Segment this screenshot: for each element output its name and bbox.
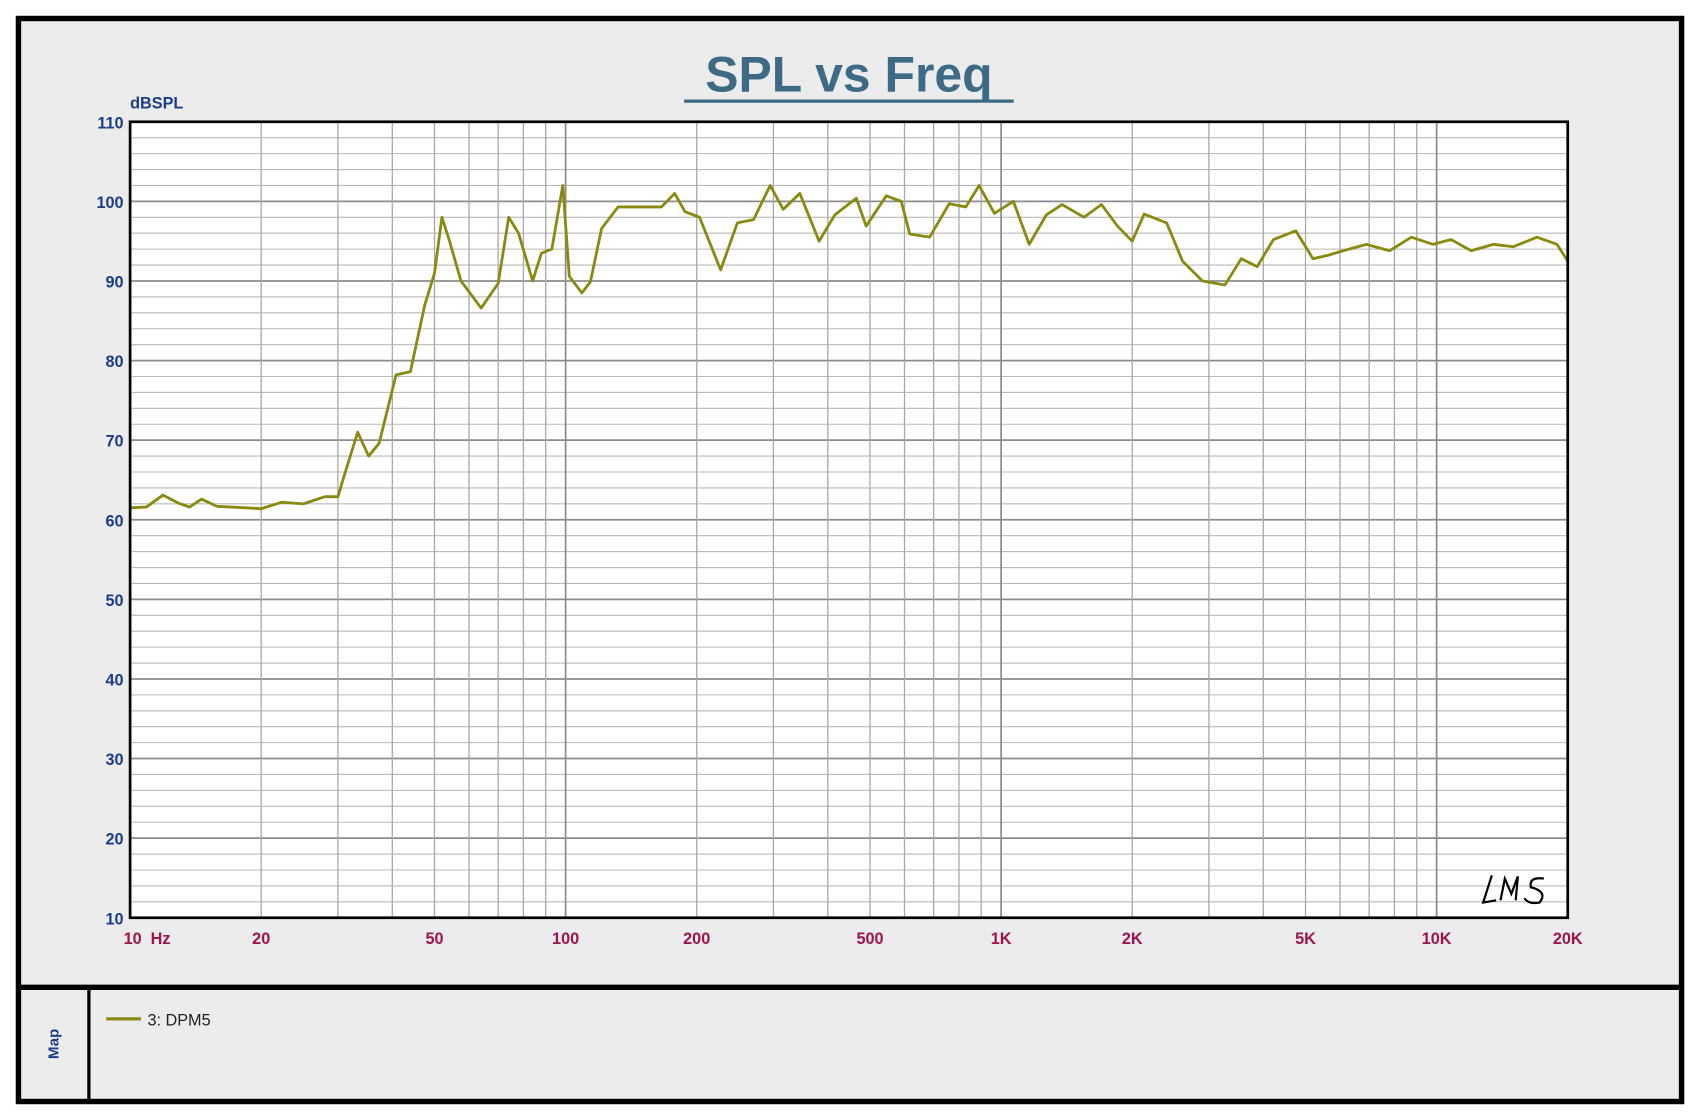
legend-entry[interactable]: 3: DPM5 — [147, 1011, 210, 1029]
chart-title: SPL vs Freq — [705, 46, 992, 102]
x-tick-label: 20K — [1553, 930, 1583, 948]
x-tick-label: 100 — [552, 930, 579, 948]
map-tab[interactable]: Map — [46, 1029, 63, 1059]
y-axis-label: dBSPL — [130, 95, 183, 113]
y-tick-label: 100 — [96, 194, 123, 212]
x-tick-label: 10K — [1422, 930, 1452, 948]
y-tick-label: 110 — [97, 114, 123, 132]
x-tick-label: 200 — [683, 930, 710, 948]
series-line-0 — [130, 184, 1569, 511]
y-tick-label: 20 — [106, 831, 124, 849]
x-tick-label: 50 — [425, 930, 443, 948]
y-tick-label: 30 — [106, 751, 124, 769]
plot-border — [128, 120, 1570, 920]
lms-logo — [1481, 874, 1545, 905]
x-tick-label: 500 — [856, 930, 883, 948]
y-tick-label: 10 — [106, 910, 124, 928]
series-group — [130, 184, 1569, 511]
y-tick-label: 50 — [106, 592, 124, 610]
x-tick-label: 5K — [1295, 930, 1316, 948]
x-tick-label: 1K — [991, 930, 1012, 948]
y-tick-label: 40 — [106, 671, 124, 689]
y-tick-label: 90 — [106, 273, 124, 291]
x-ticks: 10 Hz 20 50 100 200 500 1K 2K 5K 10K 20K — [124, 930, 1583, 948]
y-tick-label: 80 — [106, 353, 124, 371]
y-tick-label: 70 — [106, 433, 124, 451]
y-ticks: 10 20 30 40 50 60 70 80 90 100 110 — [96, 114, 123, 928]
x-tick-label: 20 — [252, 930, 270, 948]
x-tick-label: 2K — [1122, 930, 1143, 948]
x-tick-label: 10 Hz — [124, 930, 171, 948]
y-tick-label: 60 — [106, 512, 124, 530]
